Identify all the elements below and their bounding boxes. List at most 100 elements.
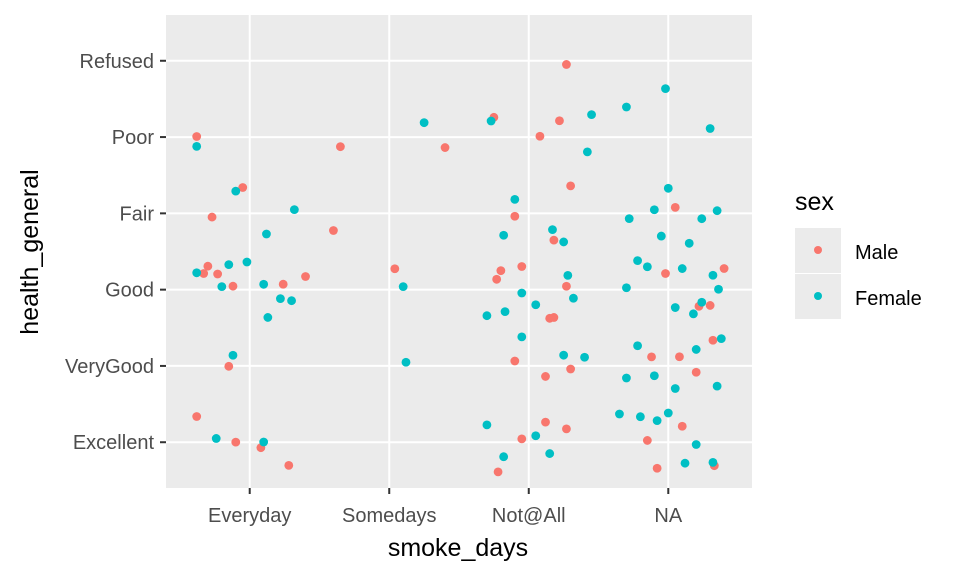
point-male <box>670 202 680 212</box>
point-female <box>680 458 690 468</box>
point-female <box>712 206 722 216</box>
point-female <box>231 186 241 196</box>
y-tick-label: VeryGood <box>65 356 154 378</box>
point-female <box>587 110 596 119</box>
point-female <box>262 229 271 239</box>
point-male <box>199 269 209 278</box>
point-male <box>541 372 550 381</box>
point-female <box>486 116 496 126</box>
point-female <box>531 431 541 441</box>
point-male <box>496 266 506 276</box>
point-male <box>652 463 662 473</box>
point-female <box>531 300 541 310</box>
point-female <box>656 231 666 241</box>
x-axis-title: smoke_days <box>388 534 528 562</box>
point-male <box>517 434 527 444</box>
plot-panel <box>166 15 752 488</box>
point-male <box>336 142 345 152</box>
point-male <box>390 264 400 274</box>
point-male <box>562 424 571 434</box>
point-female <box>259 279 269 289</box>
point-male <box>555 116 564 126</box>
point-female <box>712 381 722 391</box>
point-female <box>580 352 589 362</box>
point-female <box>663 408 673 418</box>
point-male <box>541 417 550 427</box>
point-female <box>649 205 659 215</box>
y-axis: Excellent VeryGood Good Fair Poor Refused <box>65 51 166 454</box>
point-female <box>689 309 698 319</box>
point-male <box>192 412 202 421</box>
point-male <box>562 281 571 291</box>
legend-title: sex <box>795 188 834 216</box>
point-female <box>624 214 634 223</box>
point-male <box>284 460 294 470</box>
point-female <box>259 437 269 447</box>
point-male <box>213 269 223 279</box>
point-female <box>276 294 285 304</box>
point-male <box>661 269 670 278</box>
point-female <box>622 373 631 383</box>
point-male <box>510 356 520 366</box>
point-female <box>499 452 509 462</box>
point-male <box>549 235 559 245</box>
point-female <box>569 293 578 303</box>
x-tick-label: Not@All <box>492 505 566 527</box>
point-male <box>329 226 338 235</box>
point-male <box>647 352 656 362</box>
legend-key-female <box>814 292 822 300</box>
legend-key-male <box>814 246 822 254</box>
point-female <box>642 262 652 272</box>
point-female <box>192 268 202 278</box>
point-female <box>482 420 492 430</box>
point-male <box>517 262 527 271</box>
point-female <box>615 409 624 419</box>
point-female <box>622 102 631 112</box>
point-female <box>663 183 673 193</box>
point-male <box>566 364 576 374</box>
point-female <box>398 282 408 292</box>
point-male <box>708 335 718 345</box>
point-male <box>719 264 729 273</box>
point-female <box>714 284 723 294</box>
point-female <box>684 238 694 248</box>
point-female <box>211 434 221 443</box>
data-points <box>192 60 729 477</box>
point-female <box>228 350 238 360</box>
point-female <box>517 332 527 342</box>
point-male <box>675 352 684 362</box>
point-male <box>510 211 520 221</box>
point-female <box>635 412 645 422</box>
x-tick-label: Everyday <box>208 505 291 527</box>
point-female <box>559 350 569 360</box>
y-axis-title: health_general <box>16 169 44 334</box>
y-tick-label: Fair <box>120 203 155 225</box>
y-tick-label: Refused <box>80 51 155 73</box>
point-female <box>545 449 555 458</box>
y-tick-label: Good <box>105 280 154 302</box>
point-male <box>642 436 652 445</box>
point-female <box>670 384 680 393</box>
point-female <box>633 256 642 266</box>
x-tick-label: NA <box>654 505 682 527</box>
point-male <box>228 281 238 291</box>
point-female <box>217 282 227 292</box>
point-female <box>649 371 659 381</box>
point-female <box>242 257 252 267</box>
point-female <box>705 124 715 133</box>
point-female <box>559 237 569 247</box>
point-female <box>677 264 687 273</box>
x-axis: Everyday Somedays Not@All NA <box>208 488 683 527</box>
point-female <box>633 341 642 351</box>
point-female <box>661 84 670 94</box>
point-male <box>562 60 571 69</box>
point-female <box>419 118 429 128</box>
legend-label-male: Male <box>855 242 898 264</box>
point-female <box>224 260 234 270</box>
point-male <box>238 183 248 192</box>
point-female <box>263 313 273 322</box>
point-female <box>716 334 726 343</box>
point-female <box>708 458 718 467</box>
point-female <box>287 296 296 306</box>
